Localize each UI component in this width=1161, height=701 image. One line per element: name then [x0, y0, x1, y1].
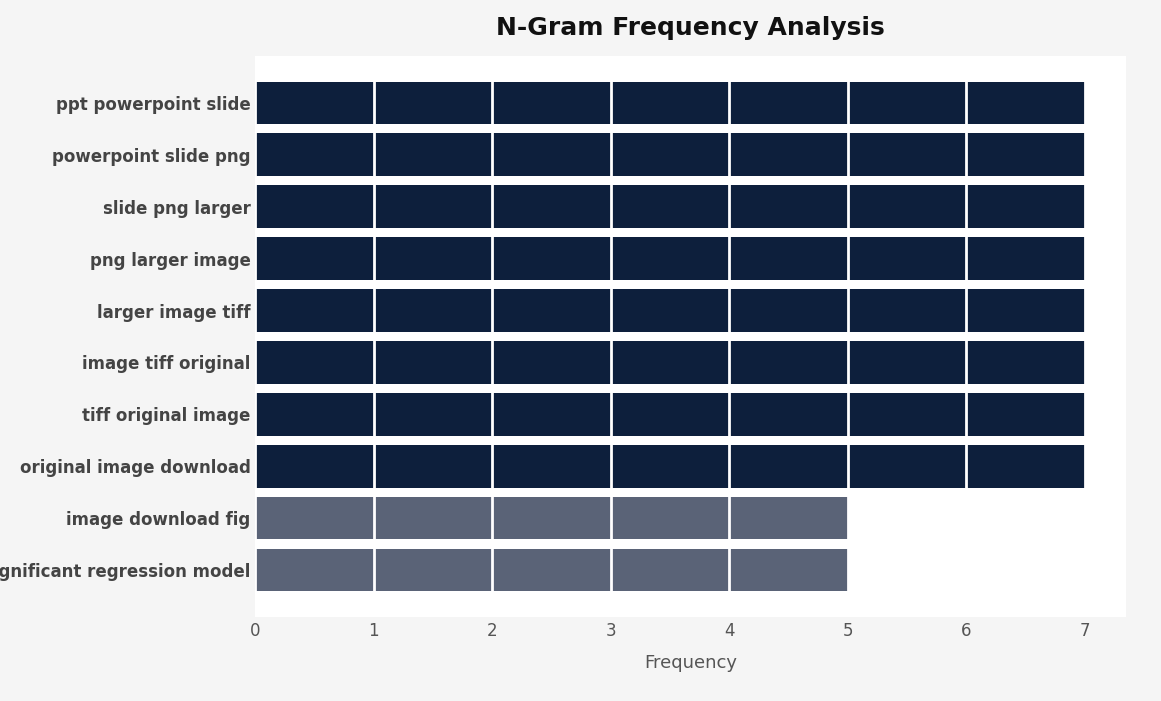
Bar: [255, 393, 1084, 435]
Title: N-Gram Frequency Analysis: N-Gram Frequency Analysis: [497, 16, 885, 40]
Bar: [255, 81, 1084, 124]
X-axis label: Frequency: Frequency: [644, 653, 737, 672]
Bar: [255, 238, 1084, 280]
Bar: [255, 185, 1084, 228]
Bar: [255, 341, 1084, 383]
Bar: [255, 133, 1084, 176]
Bar: [255, 549, 848, 592]
Bar: [255, 445, 1084, 488]
Bar: [255, 290, 1084, 332]
Bar: [255, 497, 848, 540]
